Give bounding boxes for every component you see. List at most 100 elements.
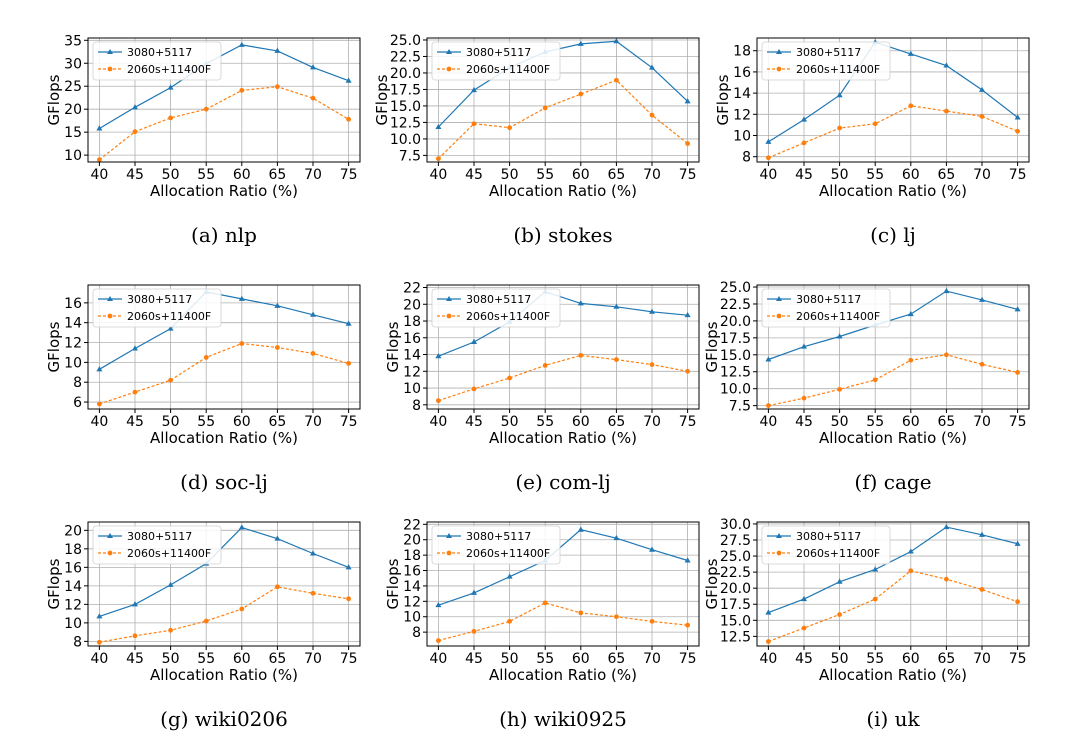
y-tick-label: 10	[64, 355, 82, 371]
y-tick-label: 6	[73, 395, 82, 411]
y-tick-label: 18	[403, 314, 421, 330]
series-line-1	[768, 105, 1018, 159]
x-tick-label: 70	[643, 167, 661, 183]
data-point	[310, 311, 317, 317]
x-tick-label: 75	[340, 651, 358, 667]
legend-box	[431, 288, 561, 328]
y-tick-label: 25.0	[720, 549, 751, 565]
data-point	[96, 125, 103, 131]
subplot-6: 40 45 50 55 60 65 70 75 8 10 12 14 16 18 20 Allocation …	[45, 521, 361, 731]
data-point	[649, 362, 655, 367]
data-point	[238, 295, 245, 301]
y-tick-label: 35	[64, 33, 82, 49]
x-axis-label: Allocation Ratio (%)	[150, 429, 298, 447]
data-point	[979, 114, 985, 119]
data-point	[275, 584, 280, 590]
data-point	[96, 366, 103, 372]
x-tick-label: 55	[866, 651, 884, 667]
data-point	[1015, 599, 1021, 605]
y-tick-label: 22.5	[390, 49, 421, 65]
x-tick-label: 70	[643, 651, 661, 667]
x-tick-label: 45	[795, 651, 813, 667]
y-tick-label: 18	[64, 542, 82, 558]
data-point	[238, 41, 245, 47]
x-tick-label: 40	[429, 651, 447, 667]
subplot-caption: (a) nlp	[191, 223, 257, 247]
legend: 3080+5117 2060s+11400F	[761, 288, 891, 328]
y-tick-label: 10.0	[390, 132, 421, 148]
data-point	[578, 610, 584, 616]
legend-box	[761, 288, 891, 328]
data-point	[239, 341, 245, 346]
y-tick-label: 22.5	[720, 297, 751, 313]
plot-frame	[426, 521, 700, 647]
y-tick-label: 15.0	[720, 613, 751, 629]
y-tick-label: 12.5	[390, 115, 421, 131]
x-tick-label: 60	[572, 651, 590, 667]
data-point	[685, 141, 691, 146]
data-point	[907, 548, 914, 554]
x-tick-label: 70	[304, 414, 322, 430]
y-axis-label: GFlops	[703, 321, 721, 372]
x-tick-label: 45	[465, 651, 483, 667]
legend-label: 2060s+11400F	[466, 63, 550, 76]
data-point	[310, 95, 316, 101]
series-line-1	[768, 570, 1018, 643]
x-tick-label: 50	[501, 414, 519, 430]
data-point	[345, 77, 352, 83]
subplot-3: 40 45 50 55 60 65 70 75 6 8 10 12 14 16 Allocation Rat…	[45, 284, 361, 494]
legend: 3080+5117 2060s+11400F	[431, 288, 561, 328]
x-tick-label: 50	[831, 167, 849, 183]
x-tick-label: 45	[465, 414, 483, 430]
plot-frame	[756, 521, 1030, 647]
legend-label: 2060s+11400F	[466, 310, 550, 323]
x-tick-label: 60	[902, 167, 920, 183]
legend-marker	[446, 533, 452, 538]
legend-label: 2060s+11400F	[127, 547, 211, 560]
x-tick-label: 65	[607, 167, 625, 183]
data-point	[907, 310, 914, 317]
series-line-1	[99, 342, 349, 405]
series-line-0	[768, 41, 1018, 143]
series-line-1	[438, 354, 688, 402]
y-tick-label: 20.0	[390, 66, 421, 82]
subplot-caption: (d) soc-lj	[180, 470, 268, 494]
data-point	[238, 524, 245, 530]
legend-marker	[107, 66, 113, 72]
y-tick-label: 15.0	[390, 99, 421, 115]
x-tick-label: 55	[197, 414, 215, 430]
data-point	[943, 62, 950, 68]
legend-label: 3080+5117	[127, 46, 192, 59]
plot-frame	[426, 37, 700, 163]
y-tick-label: 17.5	[720, 331, 751, 347]
plot-frame	[87, 521, 361, 647]
data-point	[310, 351, 316, 356]
legend-label: 2060s+11400F	[127, 63, 211, 76]
x-tick-label: 50	[831, 414, 849, 430]
x-tick-label: 55	[197, 167, 215, 183]
data-point	[435, 353, 442, 359]
y-tick-label: 16	[64, 296, 82, 312]
x-axis-label: Allocation Ratio (%)	[489, 182, 637, 200]
x-tick-label: 75	[340, 167, 358, 183]
data-point	[872, 566, 879, 572]
data-point	[578, 352, 584, 358]
data-point	[239, 87, 245, 93]
series-line-0	[438, 291, 688, 357]
y-tick-label: 10	[733, 129, 751, 145]
x-tick-label: 70	[304, 651, 322, 667]
series-line-0	[768, 290, 1018, 361]
legend: 3080+5117 2060s+11400F	[431, 525, 561, 565]
y-tick-label: 8	[73, 375, 82, 391]
data-point	[274, 47, 281, 53]
x-tick-label: 60	[233, 414, 251, 430]
data-point	[765, 138, 772, 144]
data-point	[1014, 540, 1021, 546]
y-axis-label: GFlops	[45, 558, 63, 609]
plot-frame	[87, 284, 361, 410]
data-point	[979, 531, 986, 537]
legend: 3080+5117 2060s+11400F	[92, 525, 222, 565]
series-line-0	[768, 526, 1018, 614]
y-tick-label: 8	[412, 625, 421, 641]
y-tick-label: 12.5	[720, 629, 751, 645]
